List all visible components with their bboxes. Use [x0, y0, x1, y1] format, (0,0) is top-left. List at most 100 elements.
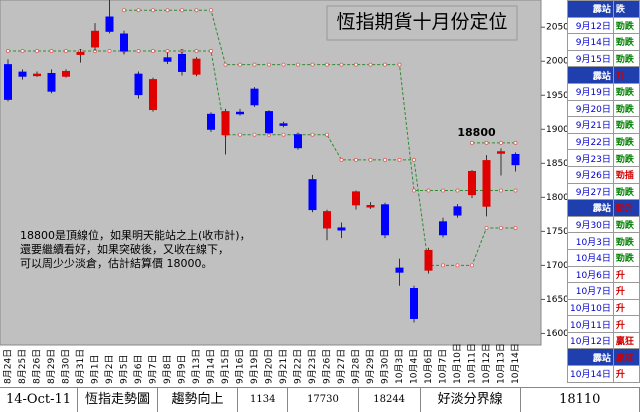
candle-body — [150, 80, 157, 110]
level-dot — [441, 189, 444, 192]
level-dot — [137, 49, 140, 52]
level-dot — [21, 49, 24, 52]
level-dot — [383, 158, 386, 161]
level-dot — [282, 63, 285, 66]
table-row: 10月10日升 — [568, 299, 640, 316]
table-row: 9月23日勁跌 — [568, 150, 640, 167]
level-dot — [180, 9, 183, 12]
x-tick-label: 10月10日 — [452, 343, 463, 384]
candle-body — [164, 58, 171, 61]
candle-body — [498, 152, 505, 154]
annotation: 18800 — [457, 126, 496, 139]
note-line: 可以周少少淡倉，估計結算價 18000。 — [20, 256, 213, 270]
candle-body — [440, 222, 447, 235]
candle-body — [425, 250, 432, 270]
x-tick-label: 9月7日 — [148, 355, 159, 384]
candle-body — [483, 161, 490, 207]
date-cell: 9月15日 — [568, 50, 614, 67]
x-tick-label: 9月5日 — [119, 355, 130, 384]
level-dot — [35, 49, 38, 52]
date-cell: 9月12日 — [568, 17, 614, 34]
level-dot — [514, 189, 517, 192]
x-tick-label: 9月6日 — [133, 355, 144, 384]
level-dot — [456, 189, 459, 192]
x-tick-label: 8月31日 — [75, 349, 86, 384]
candle-body — [5, 65, 12, 100]
signal-cell: 勁跌 — [613, 233, 639, 250]
x-tick-label: 9月29日 — [365, 349, 376, 384]
note-line: 18800是頂線位，如果明天能站之上(收市計)， — [20, 228, 251, 242]
candle-body — [295, 135, 302, 148]
signal-cell: 升 — [613, 299, 639, 316]
candle-body — [63, 71, 70, 76]
x-tick-label: 10月7日 — [438, 349, 449, 384]
footer-cell: 趨勢向上 — [158, 388, 238, 412]
footer-cell: 17730 — [288, 388, 358, 412]
candle-body — [280, 124, 287, 126]
candle-body — [19, 72, 26, 76]
signal-cell: 勁跌 — [613, 216, 639, 233]
date-cell: 10月14日 — [568, 366, 614, 383]
level-dot — [238, 133, 241, 136]
x-tick-label: 10月3日 — [394, 349, 405, 384]
date-cell: 10月3日 — [568, 233, 614, 250]
x-tick-label: 9月8日 — [162, 355, 173, 384]
level-dot — [6, 49, 9, 52]
level-dot — [412, 158, 415, 161]
level-dot — [209, 9, 212, 12]
table-row: 9月30日勁跌 — [568, 216, 640, 233]
level-dot — [296, 63, 299, 66]
candle-body — [48, 73, 55, 91]
chart-title: 恆指期貨十月份定位 — [336, 11, 507, 33]
y-tick-label: 19000 — [546, 125, 567, 135]
level-dot — [325, 63, 328, 66]
y-tick-label: 17000 — [546, 261, 567, 271]
level-dot — [470, 264, 473, 267]
y-tick-label: 17500 — [546, 227, 567, 237]
date-cell: 9月14日 — [568, 34, 614, 51]
candle-body — [92, 31, 99, 47]
candle-body — [411, 289, 418, 319]
table-row: 10月12日贏狂 — [568, 332, 640, 349]
y-tick-label: 18000 — [546, 193, 567, 203]
candle-body — [179, 54, 186, 71]
x-tick-label: 9月1日 — [90, 355, 101, 384]
level-dot — [369, 158, 372, 161]
candle-body — [512, 154, 519, 164]
x-tick-label: 10月14日 — [510, 343, 521, 384]
level-dot — [499, 226, 502, 229]
y-tick-label: 19500 — [546, 91, 567, 101]
x-tick-label: 9月23日 — [307, 349, 318, 384]
date-cell: 10月10日 — [568, 299, 614, 316]
table-row: 霹站贏狂 — [568, 349, 640, 366]
table-row: 霹站勁升 — [568, 200, 640, 217]
signal-cell: 勁跌 — [613, 17, 639, 34]
candle-body — [338, 228, 345, 230]
level-dot — [253, 133, 256, 136]
date-cell: 霹站 — [568, 1, 614, 18]
date-cell: 9月30日 — [568, 216, 614, 233]
candle-body — [469, 171, 476, 194]
x-tick-label: 9月30日 — [380, 349, 391, 384]
x-tick-label: 9月22日 — [293, 349, 304, 384]
date-cell: 霹站 — [568, 67, 614, 84]
level-dot — [340, 158, 343, 161]
footer-cell: 好淡分界線 — [421, 388, 521, 412]
y-tick-label: 18500 — [546, 159, 567, 169]
candle-body — [106, 17, 113, 31]
x-tick-label: 10月4日 — [409, 349, 420, 384]
table-row: 9月20日勁跌 — [568, 100, 640, 117]
x-tick-label: 10月6日 — [423, 349, 434, 384]
signal-cell: 勁跌 — [613, 50, 639, 67]
level-dot — [282, 133, 285, 136]
signal-cell: 勁跌 — [613, 34, 639, 51]
level-dot — [485, 141, 488, 144]
signal-cell: 勁跌 — [613, 100, 639, 117]
x-tick-label: 8月29日 — [46, 349, 57, 384]
table-row: 10月4日勁跌 — [568, 249, 640, 266]
table-row: 9月27日勁跌 — [568, 183, 640, 200]
table-row: 9月22日勁跌 — [568, 133, 640, 150]
level-dot — [398, 63, 401, 66]
